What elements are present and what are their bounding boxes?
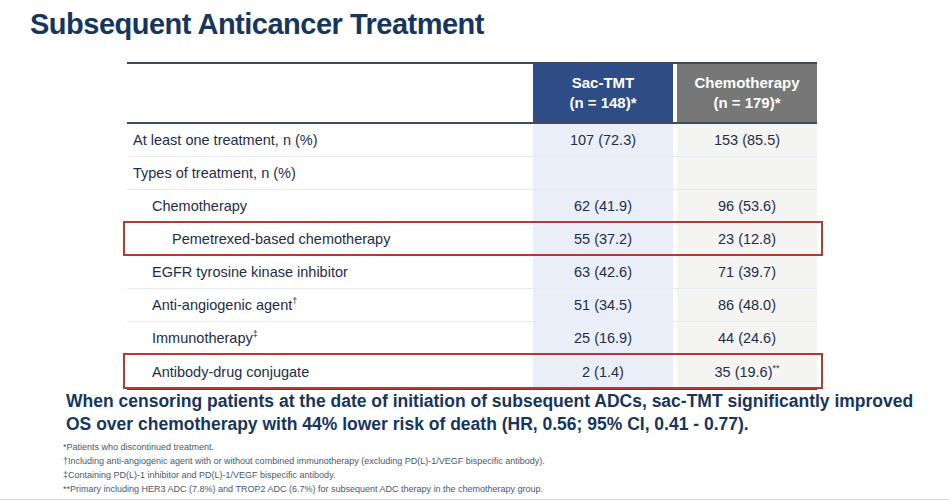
- row-label-text: At least one treatment, n (%): [133, 132, 318, 148]
- row-label-text: Antibody-drug conjugate: [152, 364, 309, 380]
- sac-tmt-value: 62 (41.9): [533, 190, 673, 222]
- table-row: Chemotherapy 62 (41.9) 96 (53.6): [127, 190, 817, 223]
- chemotherapy-value: 153 (85.5): [677, 124, 817, 156]
- table-header-row: Sac-TMT (n = 148)* Chemotherapy (n = 179…: [127, 64, 817, 124]
- table-row: EGFR tyrosine kinase inhibitor 63 (42.6)…: [127, 256, 817, 289]
- footnotes: *Patients who discontinued treatment. †I…: [63, 441, 923, 497]
- treatment-table: Sac-TMT (n = 148)* Chemotherapy (n = 179…: [127, 62, 817, 390]
- column-header-sac-tmt: Sac-TMT (n = 148)*: [533, 64, 673, 122]
- table-row-highlighted: Pemetrexed-based chemotherapy 55 (37.2) …: [127, 223, 817, 256]
- chemotherapy-value: 96 (53.6): [677, 190, 817, 222]
- footnote-line: †Including anti-angiogenic agent with or…: [63, 455, 923, 469]
- row-label: Chemotherapy: [127, 190, 533, 222]
- chemotherapy-value: 86 (48.0): [677, 289, 817, 321]
- table-row: Anti-angiogenic agent† 51 (34.5) 86 (48.…: [127, 289, 817, 322]
- chemotherapy-header-line1: Chemotherapy: [694, 73, 799, 93]
- row-label-text: Types of treatment, n (%): [133, 165, 296, 181]
- chemotherapy-value-text: 96 (53.6): [718, 198, 776, 214]
- column-header-chemotherapy: Chemotherapy (n = 179)*: [677, 64, 817, 122]
- row-label-text: Immunotherapy: [152, 330, 253, 346]
- row-label: At least one treatment, n (%): [127, 124, 533, 156]
- row-label: Immunotherapy‡: [127, 322, 533, 354]
- row-label-text: EGFR tyrosine kinase inhibitor: [152, 264, 348, 280]
- row-label-text: Chemotherapy: [152, 198, 247, 214]
- sac-tmt-value: 25 (16.9): [533, 322, 673, 354]
- footnote-line: *Patients who discontinued treatment.: [63, 441, 923, 455]
- chemotherapy-value-text: 44 (24.6): [718, 330, 776, 346]
- chemotherapy-value: [677, 157, 817, 189]
- sac-tmt-value: 63 (42.6): [533, 256, 673, 288]
- table-row: Immunotherapy‡ 25 (16.9) 44 (24.6): [127, 322, 817, 355]
- chemotherapy-value-text: 71 (39.7): [718, 264, 776, 280]
- chemotherapy-header-line2: (n = 179)*: [713, 93, 780, 113]
- header-empty-cell: [127, 64, 533, 122]
- sac-tmt-value: 55 (37.2): [533, 223, 673, 255]
- sac-tmt-value: 107 (72.3): [533, 124, 673, 156]
- chemotherapy-value-text: 35 (19.6): [714, 364, 772, 380]
- row-label: Types of treatment, n (%): [127, 157, 533, 189]
- row-label: Anti-angiogenic agent†: [127, 289, 533, 321]
- page-title: Subsequent Anticancer Treatment: [30, 8, 484, 41]
- table-row-highlighted: Antibody-drug conjugate 2 (1.4) 35 (19.6…: [127, 355, 817, 388]
- chemotherapy-value-text: 153 (85.5): [714, 132, 780, 148]
- sac-tmt-header-line1: Sac-TMT: [572, 73, 635, 93]
- chemotherapy-value: 71 (39.7): [677, 256, 817, 288]
- chemotherapy-value: 23 (12.8): [677, 223, 817, 255]
- row-label: EGFR tyrosine kinase inhibitor: [127, 256, 533, 288]
- row-label-text: Anti-angiogenic agent: [152, 297, 292, 313]
- row-label-text: Pemetrexed-based chemotherapy: [172, 231, 390, 247]
- conclusion-statement: When censoring patients at the date of i…: [66, 390, 942, 436]
- footnote-line: ‡Containing PD(L)-1 inhibitor and PD(L)-…: [63, 469, 923, 483]
- chemotherapy-value: 35 (19.6)**: [677, 355, 817, 388]
- table-row: Types of treatment, n (%): [127, 157, 817, 190]
- chemotherapy-value-text: 86 (48.0): [718, 297, 776, 313]
- chemotherapy-value: 44 (24.6): [677, 322, 817, 354]
- table-row: At least one treatment, n (%) 107 (72.3)…: [127, 124, 817, 157]
- slide: Subsequent Anticancer Treatment Sac-TMT …: [0, 0, 949, 500]
- sac-tmt-header-line2: (n = 148)*: [569, 93, 636, 113]
- sac-tmt-value: 2 (1.4): [533, 355, 673, 388]
- row-label: Antibody-drug conjugate: [127, 355, 533, 388]
- sac-tmt-value: [533, 157, 673, 189]
- chemotherapy-value-text: 23 (12.8): [718, 231, 776, 247]
- sac-tmt-value: 51 (34.5): [533, 289, 673, 321]
- row-label: Pemetrexed-based chemotherapy: [127, 223, 533, 255]
- footnote-line: **Primary including HER3 ADC (7.8%) and …: [63, 483, 923, 497]
